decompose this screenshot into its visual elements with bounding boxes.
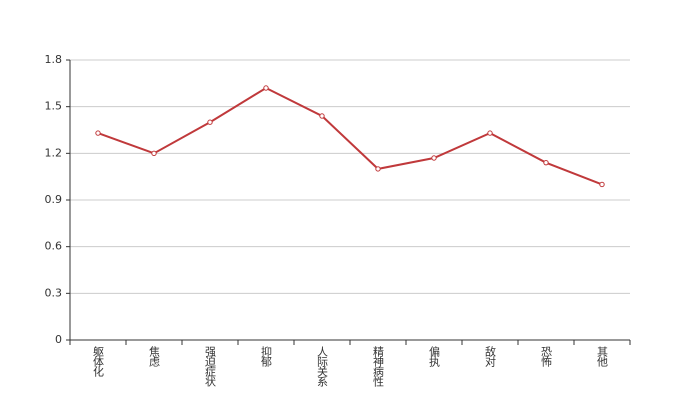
x-tick-label: 精神病性	[372, 346, 385, 388]
data-point	[543, 159, 549, 166]
y-tick-label: 1.5	[45, 100, 63, 113]
y-tick-label: 0	[55, 333, 62, 346]
x-tick-label: 恐怖	[540, 346, 553, 367]
y-tick-label: 0.9	[45, 193, 63, 206]
x-tick-label: 强迫症状	[204, 346, 217, 387]
data-point	[375, 166, 381, 172]
data-point	[487, 130, 493, 136]
data-point	[263, 85, 269, 91]
data-point	[431, 155, 437, 161]
x-tick-label: 焦虑	[148, 346, 161, 367]
y-tick-label: 1.8	[45, 53, 63, 66]
data-point	[319, 113, 325, 119]
x-tick-label: 敌对	[484, 345, 497, 367]
y-tick-label: 0.6	[45, 240, 63, 253]
data-point	[95, 130, 101, 136]
x-tick-label: 抑郁	[260, 345, 273, 367]
data-point	[599, 181, 605, 188]
series-line	[97, 86, 603, 186]
x-tick-label: 人际关系	[316, 346, 329, 387]
data-point	[151, 150, 157, 157]
x-tick-label: 其他	[596, 346, 609, 367]
data-point	[207, 119, 213, 125]
y-tick-label: 0.3	[45, 286, 63, 299]
x-tick-label: 偏执	[428, 345, 441, 368]
y-tick-label: 1.2	[45, 146, 63, 159]
x-tick-label: 躯体化	[92, 346, 105, 378]
